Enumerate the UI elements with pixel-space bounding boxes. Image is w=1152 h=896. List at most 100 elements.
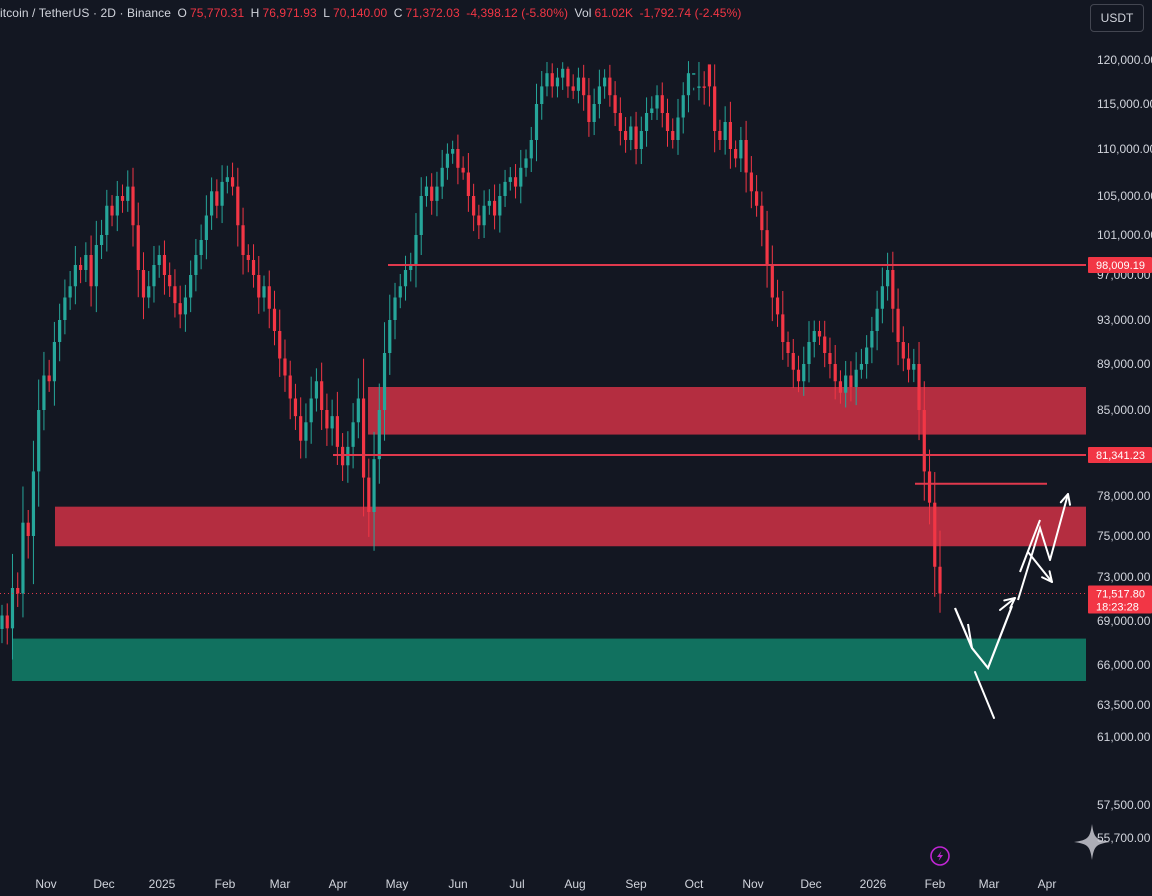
candle-body — [550, 73, 554, 87]
candle-body — [105, 205, 109, 235]
candle-body — [131, 186, 135, 226]
candle-body — [320, 381, 324, 410]
candle-body — [430, 186, 434, 201]
candle — [713, 64, 717, 153]
candle-body — [482, 205, 486, 226]
candle — [341, 433, 345, 481]
price-tag[interactable]: 81,341.23 — [1088, 446, 1152, 463]
candle-series — [0, 61, 942, 660]
price-tag-label: 71,517.80 — [1096, 589, 1145, 601]
candle — [922, 381, 926, 501]
projection-wave — [1017, 524, 1051, 601]
candle — [655, 85, 659, 120]
candle — [157, 245, 161, 278]
price-axis-label: 57,500.00 — [1097, 798, 1151, 812]
projection-arrow-small[interactable] — [999, 597, 1016, 611]
candle — [220, 165, 224, 224]
candle-body — [451, 149, 455, 154]
time-axis-label: Dec — [93, 877, 114, 891]
price-tag[interactable]: 98,009.19 — [1088, 257, 1152, 273]
candle-body — [246, 255, 250, 260]
price-axis-label: 63,500.00 — [1097, 698, 1151, 712]
candle-body — [367, 477, 371, 512]
candle — [912, 348, 916, 383]
resistance-zone-upper[interactable] — [368, 387, 1086, 435]
candle — [665, 98, 670, 147]
support-zone[interactable] — [12, 638, 1086, 681]
candle-body — [330, 416, 334, 429]
candle — [639, 116, 643, 165]
projection-path-main[interactable] — [953, 605, 1014, 671]
candle — [529, 126, 533, 173]
candle — [10, 553, 15, 660]
candle — [115, 180, 119, 232]
candle — [676, 98, 680, 155]
lightning-icon[interactable] — [930, 846, 950, 866]
time-axis-label: Apr — [1038, 877, 1057, 891]
time-axis-label: Dec — [800, 877, 821, 891]
candle-body — [299, 416, 303, 441]
candle — [314, 368, 319, 412]
price-tag-label: 81,341.23 — [1096, 450, 1145, 462]
time-axis-label: Aug — [564, 877, 585, 891]
candle — [885, 252, 890, 301]
candle-body — [618, 113, 622, 131]
candle — [744, 120, 748, 193]
candle-body — [304, 422, 308, 441]
candle — [21, 486, 25, 618]
candle-body — [503, 181, 507, 196]
candle — [241, 207, 245, 275]
candle-body — [692, 73, 696, 75]
candle — [933, 472, 937, 597]
candle — [278, 309, 282, 377]
time-axis-label: 2025 — [149, 877, 176, 891]
candle-body — [781, 314, 785, 342]
time-axis-label: Nov — [742, 877, 763, 891]
candle — [791, 338, 795, 388]
candle-body — [351, 422, 355, 447]
candle — [492, 184, 497, 230]
candle-body — [42, 375, 46, 410]
candle-body — [440, 167, 444, 187]
candle — [361, 358, 366, 517]
candle-body — [461, 167, 465, 173]
candle — [272, 290, 277, 346]
candle-body — [582, 77, 586, 96]
candle — [854, 352, 858, 406]
candle-body — [21, 522, 25, 594]
candle — [634, 111, 638, 165]
candle — [398, 274, 402, 309]
candle — [760, 191, 764, 247]
projection-arrow-down[interactable] — [1027, 551, 1053, 583]
resistance-zone-lower[interactable] — [55, 506, 1086, 547]
projection-down-stroke — [974, 671, 995, 719]
candle — [346, 431, 350, 483]
candle — [293, 383, 298, 430]
candle-body — [880, 286, 884, 309]
currency-unit-button[interactable]: USDT — [1090, 4, 1144, 32]
candle-body — [938, 566, 942, 594]
candle-body — [173, 286, 177, 304]
candle — [267, 270, 271, 329]
candle-body — [707, 64, 712, 87]
candle — [650, 96, 654, 120]
candle-body — [655, 95, 659, 109]
candle — [739, 126, 743, 173]
candle — [168, 262, 172, 297]
price-axis-label: 105,000.00 — [1097, 189, 1152, 203]
candle — [136, 202, 140, 298]
projection-arrow-up[interactable] — [1049, 493, 1072, 561]
candle — [503, 169, 507, 207]
projection-tick — [967, 623, 973, 649]
candle — [52, 321, 57, 406]
symbol-label[interactable]: itcoin / TetherUS · 2D · Binance — [0, 6, 172, 20]
candle-body — [592, 104, 596, 122]
candle — [477, 204, 481, 239]
candle — [288, 360, 292, 420]
candle-body — [744, 140, 748, 173]
candle — [844, 360, 848, 408]
candle-body — [356, 398, 360, 423]
candle — [84, 242, 88, 283]
